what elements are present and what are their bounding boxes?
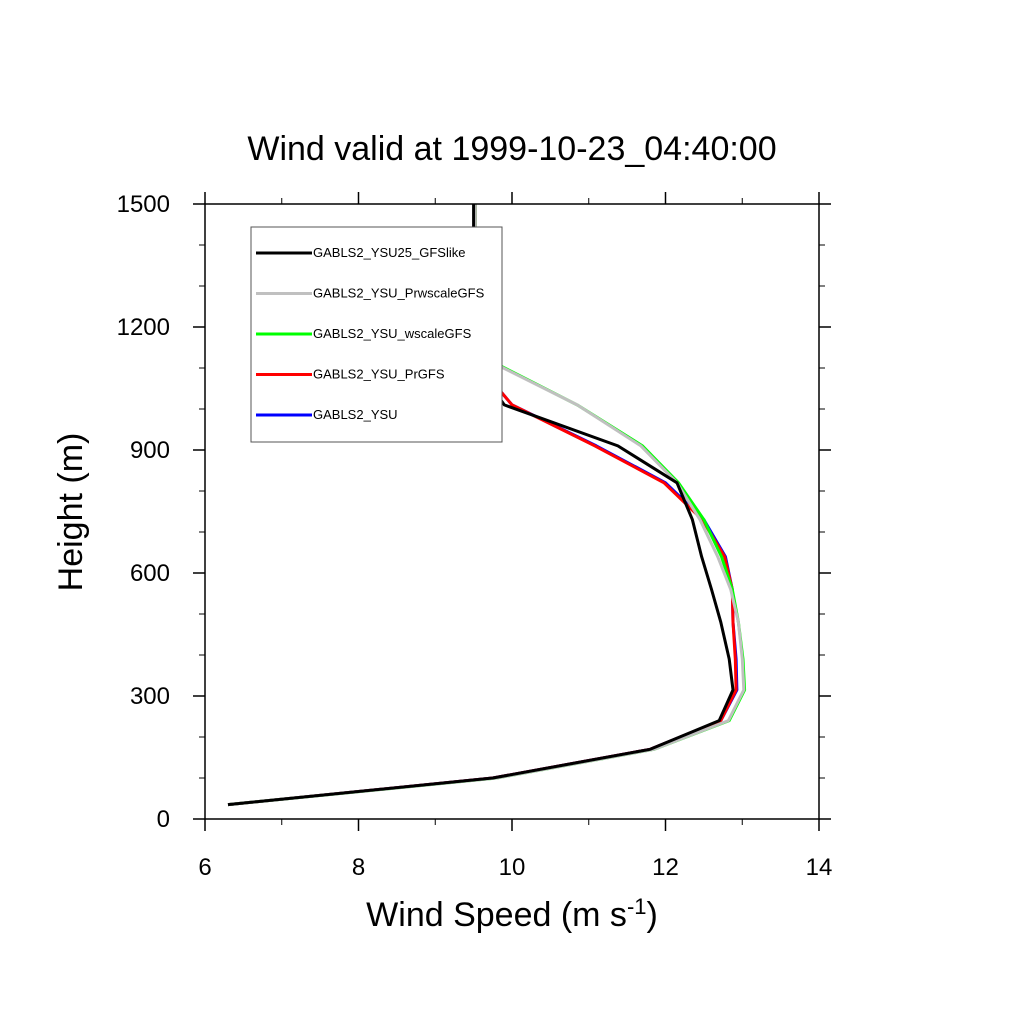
x-axis-title-end: ) <box>647 896 658 934</box>
x-tick-label: 8 <box>352 854 365 881</box>
legend-label: GABLS2_YSU_PrwscaleGFS <box>313 286 485 301</box>
legend: GABLS2_YSU25_GFSlike GABLS2_YSU_PrwscaleG… <box>250 226 503 443</box>
y-tick-label: 0 <box>157 806 170 833</box>
x-tick-label: 6 <box>198 854 211 881</box>
y-tick-label: 300 <box>130 683 170 710</box>
legend-label: GABLS2_YSU_wscaleGFS <box>313 326 472 341</box>
y-tick-label: 600 <box>130 560 170 587</box>
ticks-layer: 6 8 10 12 14 0 300 600 900 1200 1500 <box>117 191 833 881</box>
x-axis-title: Wind Speed (m s-1) <box>366 894 658 934</box>
y-tick-label: 1500 <box>117 191 170 218</box>
x-tick-label: 12 <box>652 854 679 881</box>
y-axis-title: Height (m) <box>52 433 90 592</box>
x-axis-title-superscript: -1 <box>627 894 647 919</box>
legend-label: GABLS2_YSU25_GFSlike <box>313 245 465 260</box>
x-tick-label: 10 <box>499 854 526 881</box>
legend-label: GABLS2_YSU <box>313 407 398 422</box>
legend-label: GABLS2_YSU_PrGFS <box>313 367 445 382</box>
y-tick-label: 900 <box>130 437 170 464</box>
chart-title: Wind valid at 1999-10-23_04:40:00 <box>247 130 776 168</box>
x-axis-title-main: Wind Speed (m s <box>366 896 627 934</box>
x-tick-label: 14 <box>806 854 833 881</box>
y-tick-label: 1200 <box>117 314 170 341</box>
